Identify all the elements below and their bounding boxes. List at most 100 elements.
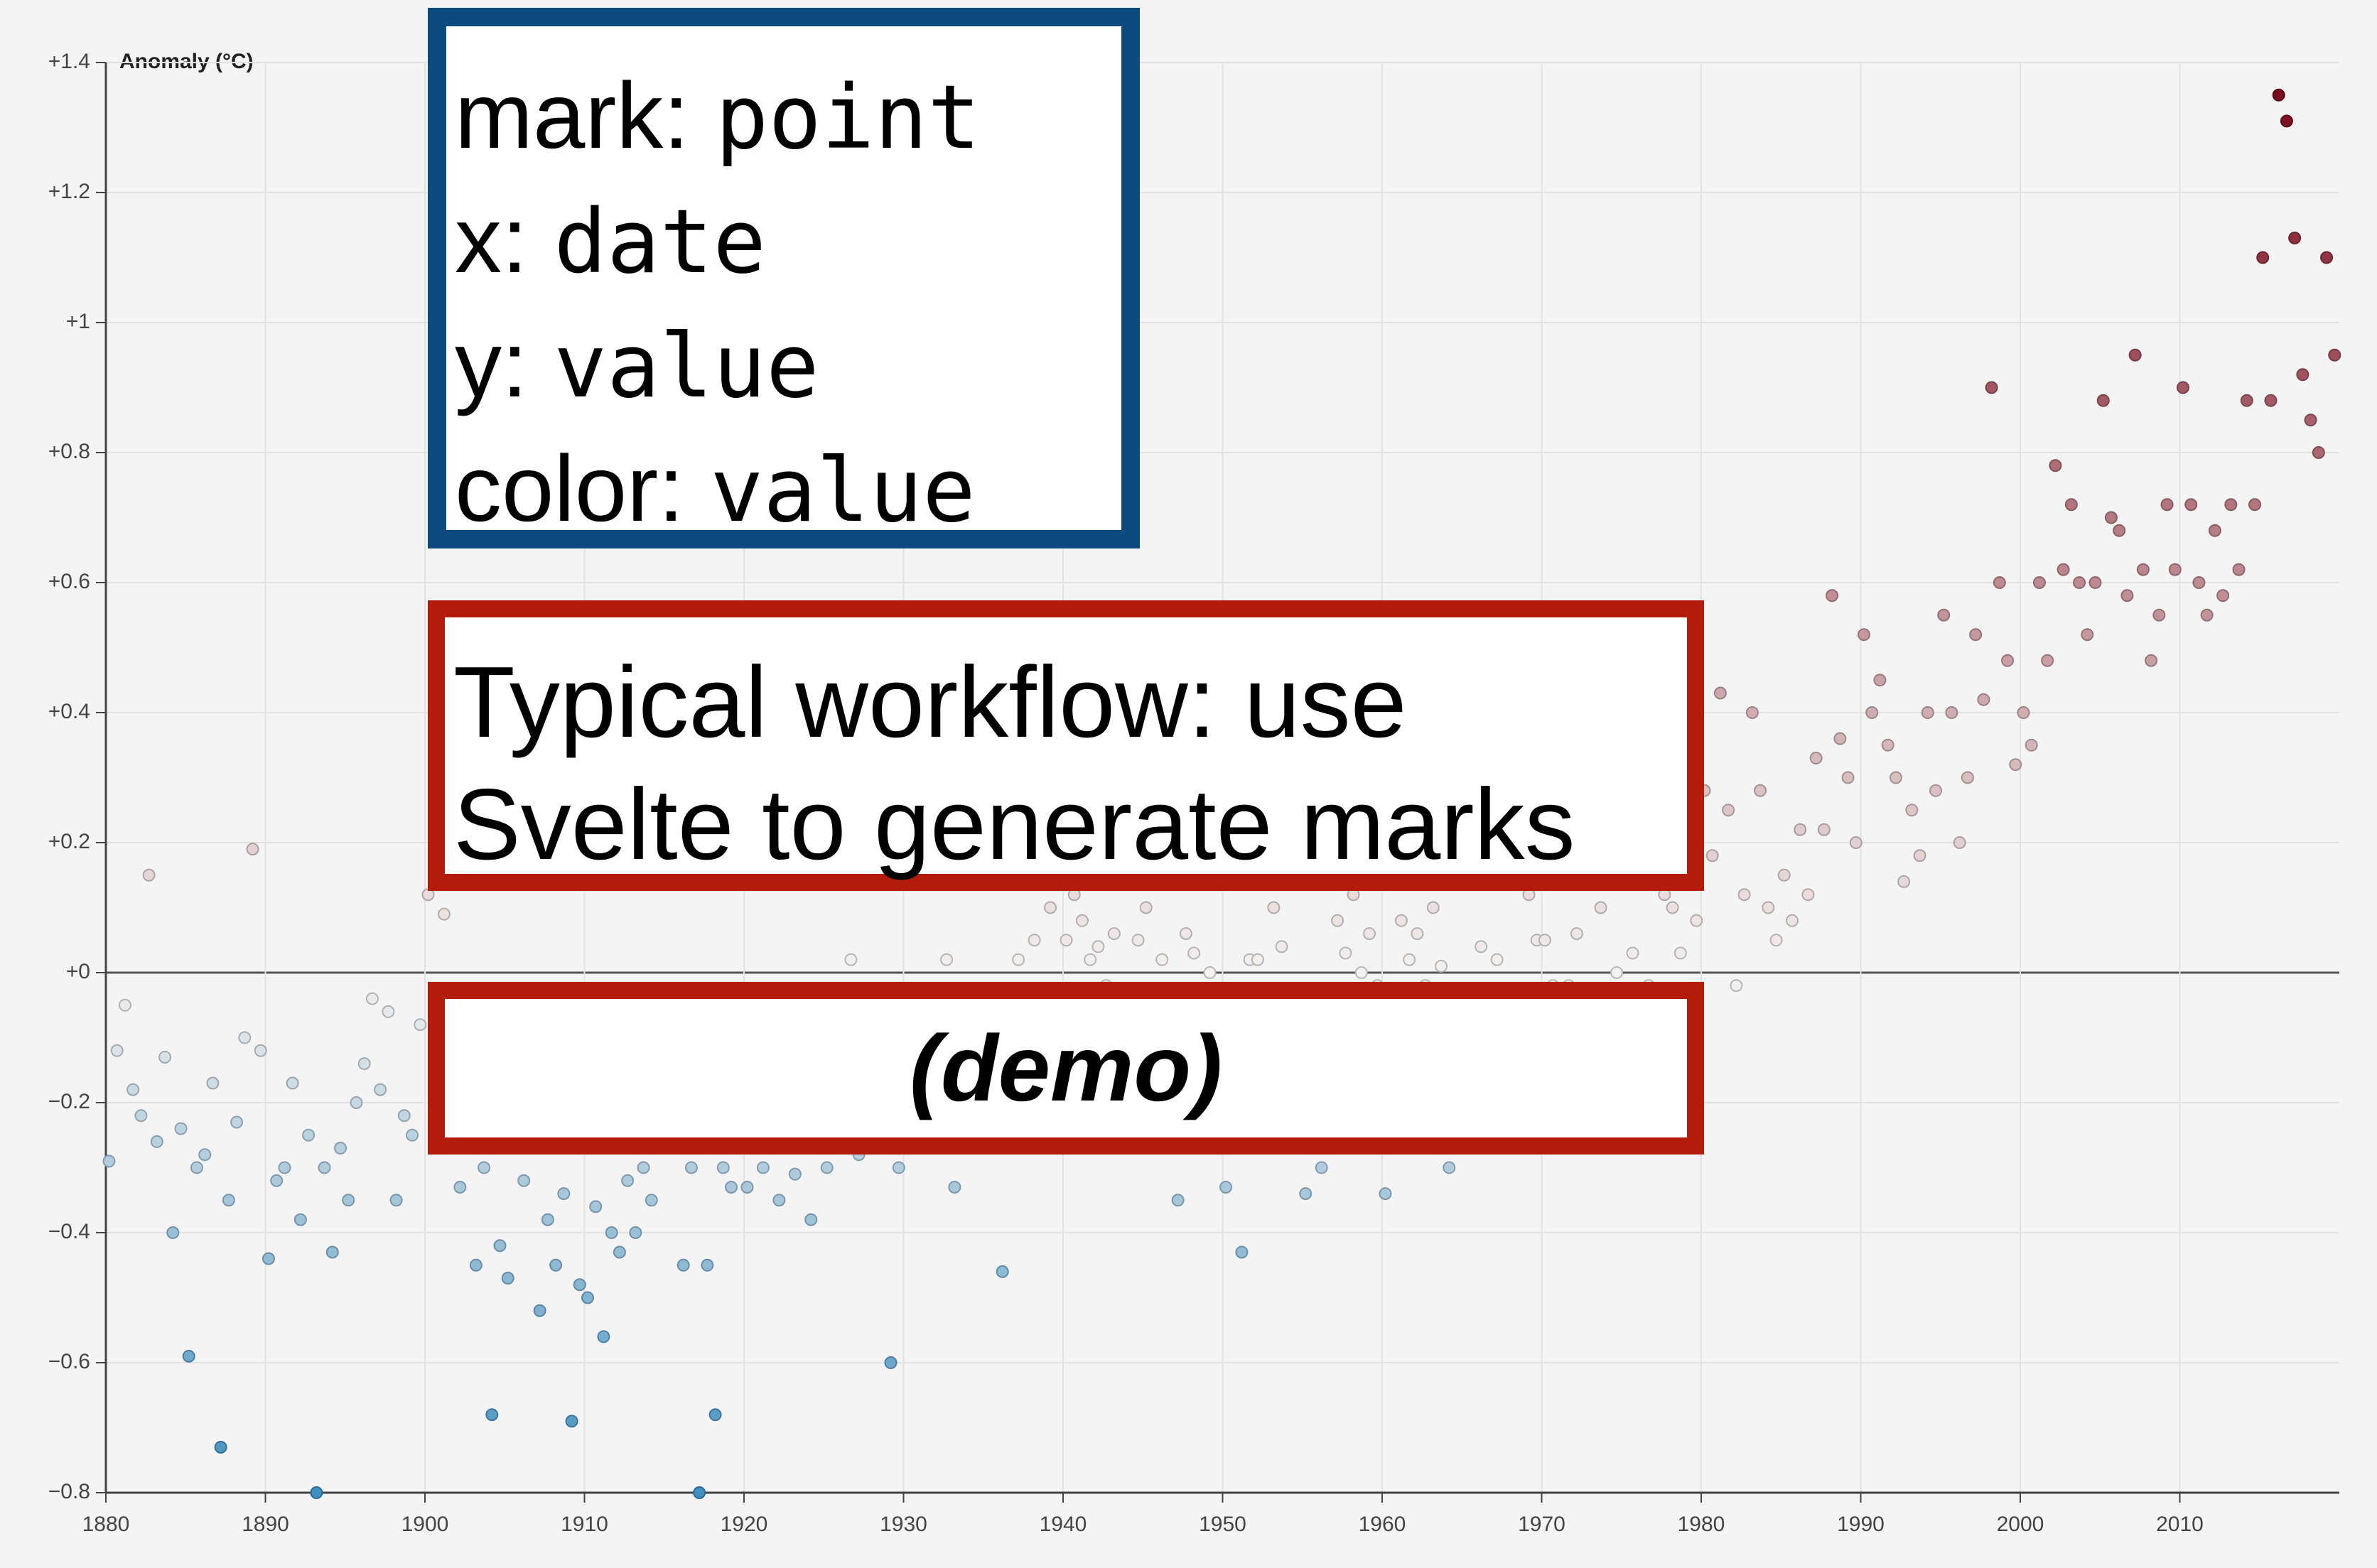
y-tick-label: +0.6 bbox=[48, 570, 90, 593]
point bbox=[1475, 940, 1488, 953]
point bbox=[2064, 498, 2078, 512]
y-tick-label: +1.2 bbox=[48, 180, 90, 203]
point bbox=[1969, 628, 1983, 642]
point bbox=[2224, 498, 2238, 512]
point bbox=[102, 1155, 116, 1168]
point bbox=[2001, 654, 2015, 667]
point bbox=[1610, 966, 1624, 979]
x-tick-label: 1920 bbox=[721, 1513, 768, 1536]
point bbox=[174, 1122, 188, 1135]
point bbox=[1977, 693, 1990, 706]
point bbox=[1826, 589, 1839, 602]
point bbox=[1929, 784, 1943, 797]
point bbox=[996, 1265, 1009, 1278]
point bbox=[533, 1304, 546, 1317]
point bbox=[788, 1167, 802, 1181]
point bbox=[342, 1194, 355, 1207]
point bbox=[1044, 901, 1057, 914]
point bbox=[1705, 849, 1719, 863]
point bbox=[1873, 674, 1887, 687]
point bbox=[2145, 654, 2158, 667]
point bbox=[613, 1245, 626, 1259]
point bbox=[2264, 394, 2278, 407]
point bbox=[389, 1194, 403, 1207]
point bbox=[581, 1291, 594, 1304]
point bbox=[478, 1161, 491, 1174]
point bbox=[892, 1161, 905, 1174]
point bbox=[1953, 836, 1966, 849]
encoding-key: color: bbox=[455, 436, 684, 541]
workflow-line: Svelte to generate marks bbox=[453, 768, 1575, 881]
encoding-key: mark: bbox=[455, 63, 689, 168]
encoding-row: x: date bbox=[455, 179, 1121, 303]
encoding-key: y: bbox=[455, 312, 528, 416]
y-tick-label: −0.4 bbox=[48, 1220, 90, 1243]
point bbox=[238, 1031, 252, 1044]
point bbox=[708, 1408, 722, 1422]
point bbox=[1028, 934, 1041, 947]
point bbox=[1403, 953, 1416, 966]
point bbox=[270, 1174, 284, 1187]
point bbox=[1897, 875, 1911, 888]
point bbox=[756, 1161, 770, 1174]
point bbox=[589, 1200, 603, 1213]
point bbox=[1570, 927, 1583, 941]
point bbox=[254, 1044, 267, 1057]
point bbox=[629, 1226, 642, 1239]
point bbox=[1203, 966, 1217, 979]
x-tick-label: 2010 bbox=[2156, 1513, 2204, 1536]
point bbox=[2104, 511, 2118, 524]
point bbox=[2113, 524, 2126, 537]
point bbox=[597, 1330, 610, 1343]
point bbox=[1849, 836, 1863, 849]
y-tick-label: +0.2 bbox=[48, 830, 90, 853]
x-tick-label: 1890 bbox=[242, 1513, 289, 1536]
point bbox=[1905, 804, 1919, 817]
point bbox=[293, 1213, 307, 1226]
point bbox=[2032, 576, 2046, 589]
point bbox=[1179, 927, 1192, 941]
point bbox=[318, 1161, 331, 1174]
point bbox=[2096, 394, 2110, 407]
point bbox=[334, 1142, 347, 1155]
y-tick-label: +0.4 bbox=[48, 700, 90, 723]
point bbox=[158, 1050, 172, 1064]
point bbox=[437, 907, 451, 921]
point bbox=[1817, 823, 1831, 836]
encoding-value: date bbox=[554, 191, 766, 293]
point bbox=[1833, 732, 1847, 745]
point bbox=[1945, 706, 1958, 719]
point bbox=[2160, 498, 2174, 512]
point bbox=[2232, 563, 2246, 576]
point bbox=[1913, 849, 1926, 863]
point bbox=[1985, 381, 1998, 394]
point bbox=[1769, 934, 1783, 947]
point bbox=[844, 953, 858, 966]
point bbox=[2312, 446, 2325, 459]
x-tick-label: 1930 bbox=[880, 1513, 927, 1536]
point bbox=[1235, 1245, 1249, 1259]
point bbox=[134, 1109, 148, 1123]
point bbox=[1251, 953, 1264, 966]
point bbox=[1411, 927, 1424, 941]
x-tick-label: 1980 bbox=[1678, 1513, 1725, 1536]
point bbox=[150, 1135, 163, 1148]
x-tick-label: 1880 bbox=[82, 1513, 130, 1536]
point bbox=[1722, 804, 1735, 817]
point bbox=[701, 1258, 714, 1272]
workflow-line: Typical workflow: use bbox=[453, 646, 1407, 759]
encoding-key: x: bbox=[455, 188, 528, 292]
point bbox=[1339, 946, 1352, 960]
point bbox=[2136, 563, 2150, 576]
x-tick-label: 1990 bbox=[1837, 1513, 1885, 1536]
point bbox=[693, 1486, 706, 1499]
point bbox=[485, 1408, 499, 1422]
point bbox=[1075, 914, 1089, 927]
y-tick-label: +1 bbox=[66, 310, 90, 333]
point bbox=[1730, 979, 1743, 993]
point bbox=[1092, 940, 1105, 953]
point bbox=[677, 1258, 690, 1272]
point bbox=[645, 1194, 658, 1207]
point bbox=[1394, 914, 1408, 927]
point bbox=[2049, 459, 2062, 472]
